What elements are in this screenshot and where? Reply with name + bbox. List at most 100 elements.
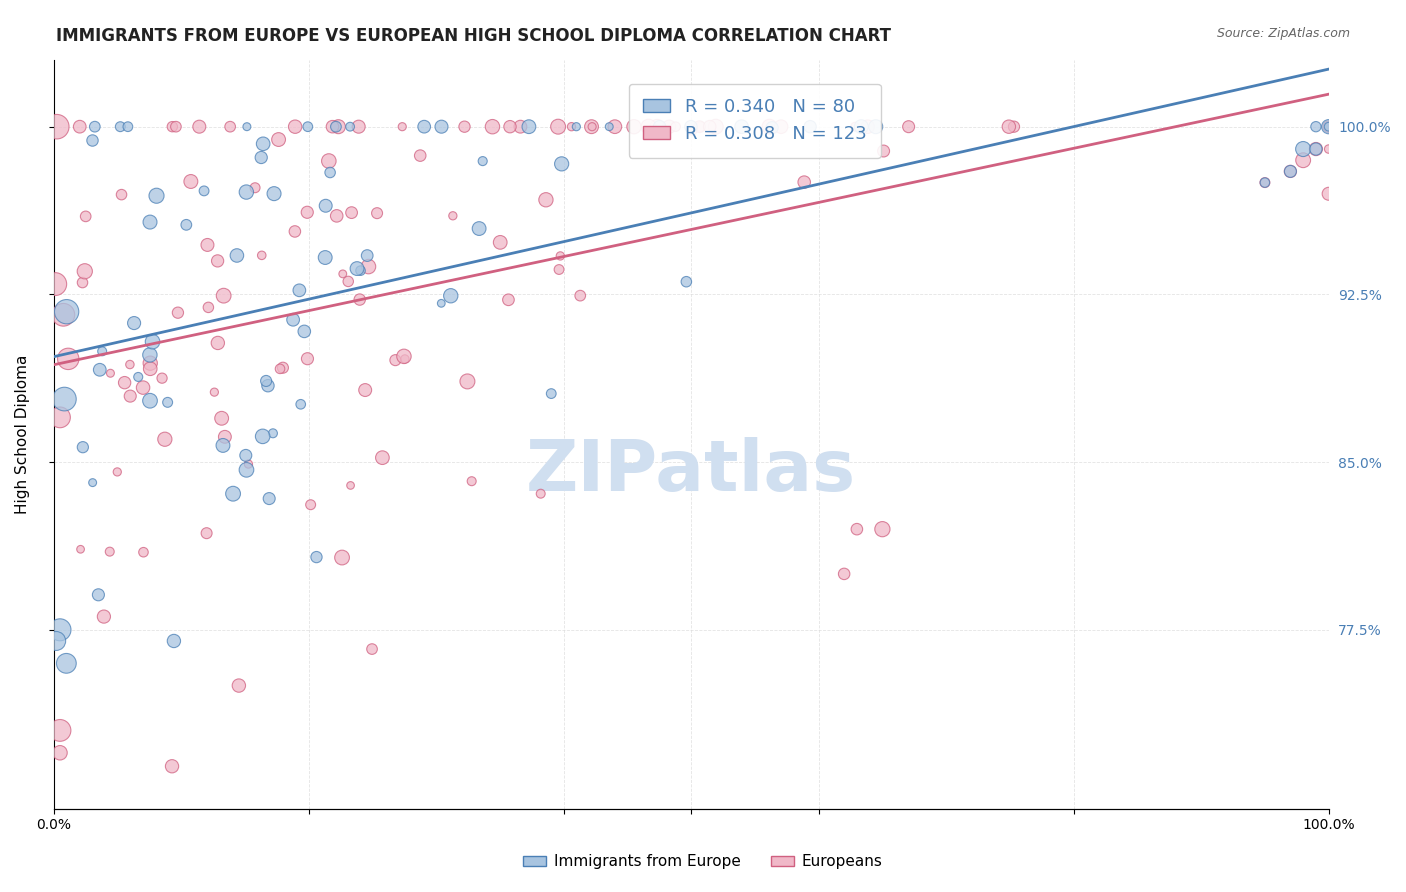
Point bbox=[689, 120, 711, 134]
Point bbox=[118, 358, 141, 372]
Point bbox=[392, 350, 415, 364]
Point bbox=[98, 544, 121, 558]
Point bbox=[872, 144, 894, 158]
Point bbox=[550, 249, 572, 263]
Point bbox=[202, 385, 225, 400]
Point bbox=[314, 251, 336, 265]
Point bbox=[267, 132, 290, 146]
Point bbox=[132, 545, 155, 559]
Point bbox=[153, 432, 176, 446]
Point bbox=[1317, 186, 1340, 201]
Point bbox=[758, 120, 780, 134]
Point bbox=[730, 120, 752, 134]
Point bbox=[318, 153, 340, 168]
Point bbox=[534, 193, 557, 207]
Point bbox=[357, 260, 380, 274]
Point bbox=[235, 449, 257, 463]
Point bbox=[193, 184, 215, 198]
Point bbox=[117, 120, 139, 134]
Point bbox=[409, 148, 432, 162]
Point bbox=[243, 180, 266, 194]
Point bbox=[214, 430, 236, 444]
Point bbox=[394, 351, 416, 366]
Point bbox=[72, 276, 94, 290]
Legend: R = 0.340   N = 80, R = 0.308   N = 123: R = 0.340 N = 80, R = 0.308 N = 123 bbox=[628, 84, 882, 158]
Point bbox=[471, 154, 494, 169]
Point bbox=[832, 566, 855, 581]
Point bbox=[499, 120, 522, 134]
Point bbox=[207, 335, 229, 350]
Point bbox=[219, 120, 242, 134]
Point bbox=[565, 120, 588, 134]
Point bbox=[212, 438, 235, 452]
Point bbox=[413, 120, 436, 134]
Point bbox=[58, 351, 80, 366]
Text: ZIPatlas: ZIPatlas bbox=[526, 437, 856, 506]
Point bbox=[761, 120, 783, 135]
Point bbox=[430, 296, 453, 310]
Point bbox=[69, 120, 91, 134]
Point bbox=[150, 371, 173, 385]
Point bbox=[371, 450, 394, 465]
Point bbox=[142, 334, 165, 349]
Point bbox=[167, 306, 190, 320]
Point bbox=[49, 723, 72, 738]
Point bbox=[441, 209, 464, 223]
Point bbox=[339, 478, 361, 492]
Point bbox=[49, 623, 72, 637]
Point bbox=[321, 120, 343, 134]
Point bbox=[262, 426, 284, 441]
Point bbox=[637, 120, 659, 134]
Point bbox=[581, 120, 603, 134]
Point bbox=[263, 186, 285, 201]
Point bbox=[430, 120, 453, 134]
Point bbox=[489, 235, 512, 250]
Point bbox=[332, 267, 354, 281]
Point bbox=[83, 120, 105, 134]
Point bbox=[645, 120, 668, 134]
Point bbox=[325, 120, 347, 134]
Point bbox=[139, 215, 162, 229]
Point bbox=[330, 550, 353, 565]
Point bbox=[1254, 176, 1277, 190]
Point bbox=[100, 366, 122, 380]
Point bbox=[72, 440, 94, 454]
Point bbox=[603, 120, 626, 134]
Point bbox=[122, 316, 145, 330]
Point bbox=[180, 174, 202, 188]
Point bbox=[73, 264, 96, 278]
Point bbox=[197, 238, 219, 252]
Point bbox=[325, 209, 347, 223]
Point bbox=[897, 120, 920, 134]
Point bbox=[1254, 176, 1277, 190]
Point bbox=[540, 386, 562, 401]
Point bbox=[851, 120, 873, 134]
Point bbox=[45, 120, 67, 134]
Point bbox=[770, 120, 793, 134]
Point bbox=[384, 353, 406, 368]
Point bbox=[89, 363, 111, 377]
Point bbox=[163, 634, 186, 648]
Point bbox=[665, 120, 688, 134]
Point bbox=[238, 457, 260, 471]
Point bbox=[49, 746, 72, 760]
Point bbox=[254, 374, 277, 388]
Point bbox=[110, 187, 132, 202]
Point bbox=[297, 351, 319, 366]
Point bbox=[127, 370, 149, 384]
Point bbox=[347, 120, 370, 134]
Point bbox=[569, 288, 592, 302]
Point bbox=[346, 261, 368, 276]
Point bbox=[560, 120, 582, 134]
Point bbox=[340, 205, 363, 219]
Point bbox=[299, 498, 322, 512]
Point bbox=[250, 248, 273, 262]
Point bbox=[1292, 142, 1315, 156]
Point bbox=[52, 308, 75, 322]
Point bbox=[460, 474, 482, 488]
Point bbox=[699, 120, 721, 134]
Point bbox=[856, 120, 879, 134]
Point bbox=[87, 588, 110, 602]
Point bbox=[456, 375, 478, 389]
Point bbox=[1002, 120, 1025, 134]
